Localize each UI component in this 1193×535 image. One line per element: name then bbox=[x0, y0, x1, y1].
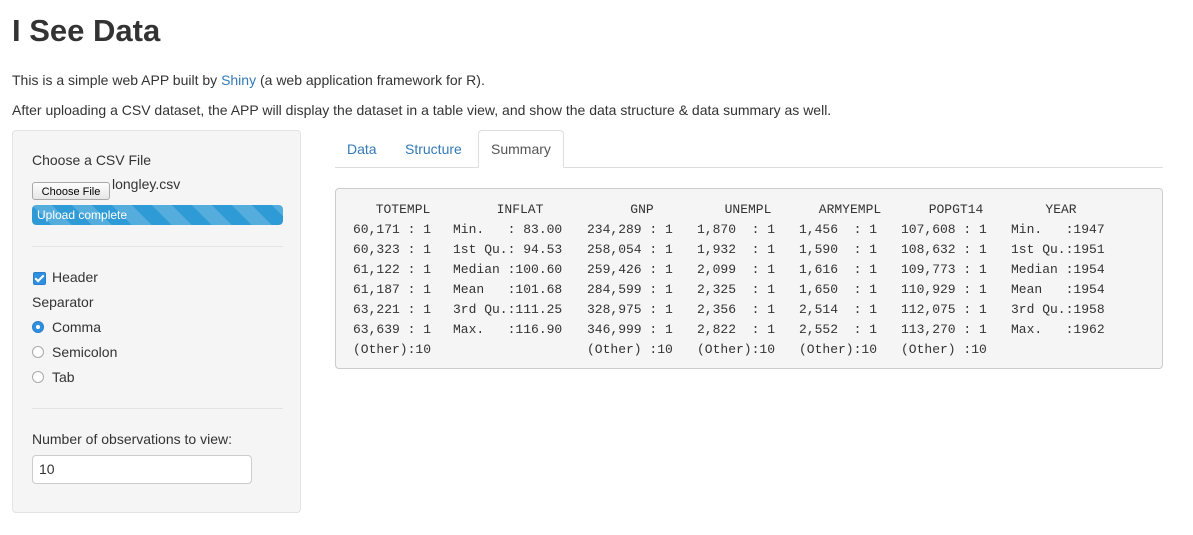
summary-column-header: YEAR bbox=[1045, 202, 1077, 217]
separator-label: Separator bbox=[32, 294, 94, 310]
summary-column-header: POPGT14 bbox=[928, 202, 984, 217]
summary-cell: 108,632 : 1 bbox=[901, 242, 987, 257]
summary-cell: 346,999 : 1 bbox=[587, 322, 673, 337]
shiny-link[interactable]: Shiny bbox=[221, 72, 257, 88]
summary-header-row: TOTEMPL INFLAT GNP UNEMPL ARMYEMPL POPGT14 YEA… bbox=[353, 200, 1111, 220]
summary-cell: Min. :1947 bbox=[1011, 222, 1105, 237]
upload-progress: Upload complete bbox=[32, 205, 283, 225]
summary-column-header: INFLAT bbox=[496, 202, 544, 217]
separator-comma-label: Comma bbox=[52, 319, 102, 335]
summary-output: TOTEMPL INFLAT GNP UNEMPL ARMYEMPL POPGT14 YEA… bbox=[335, 188, 1163, 369]
divider bbox=[32, 408, 283, 409]
summary-row: (Other):10 (Other) :10 (Other):10 (Other):1… bbox=[353, 340, 1111, 360]
summary-cell: 2,822 : 1 bbox=[697, 322, 776, 337]
upload-status: Upload complete bbox=[37, 208, 128, 222]
summary-row: 61,187 : 1 Mean :101.68 284,599 : 1 2,325 :… bbox=[353, 280, 1111, 300]
summary-cell: 63,639 : 1 bbox=[353, 322, 432, 337]
separator-comma-radio[interactable] bbox=[32, 321, 44, 333]
summary-cell: 2,552 : 1 bbox=[799, 322, 878, 337]
obs-label: Number of observations to view: bbox=[32, 431, 232, 447]
separator-semicolon-label: Semicolon bbox=[52, 344, 118, 360]
summary-cell: 61,187 : 1 bbox=[353, 282, 432, 297]
summary-column-header: ARMYEMPL bbox=[818, 202, 882, 217]
tab-summary[interactable]: Summary bbox=[478, 130, 564, 168]
summary-cell: Mean :1954 bbox=[1011, 282, 1105, 297]
summary-cell: 2,514 : 1 bbox=[799, 302, 878, 317]
summary-cell: (Other):10 bbox=[353, 342, 432, 357]
summary-cell: 112,075 : 1 bbox=[901, 302, 987, 317]
intro-prefix: This is a simple web APP built by bbox=[12, 72, 222, 88]
summary-column-header: GNP bbox=[630, 202, 654, 217]
summary-cell: 60,323 : 1 bbox=[353, 242, 432, 257]
summary-cell: 1,590 : 1 bbox=[799, 242, 878, 257]
summary-cell: 2,356 : 1 bbox=[697, 302, 776, 317]
summary-cell: 63,221 : 1 bbox=[353, 302, 432, 317]
summary-cell: 113,270 : 1 bbox=[901, 322, 987, 337]
summary-cell: 1,870 : 1 bbox=[697, 222, 776, 237]
page-title: I See Data bbox=[12, 13, 161, 48]
summary-cell: 61,122 : 1 bbox=[353, 262, 432, 277]
summary-cell: (Other):10 bbox=[799, 342, 878, 357]
summary-cell: 1,616 : 1 bbox=[799, 262, 878, 277]
summary-cell: Median :1954 bbox=[1011, 262, 1105, 277]
summary-cell: 107,608 : 1 bbox=[901, 222, 987, 237]
summary-cell: (Other):10 bbox=[697, 342, 776, 357]
summary-row: 60,323 : 1 1st Qu.: 94.53 258,054 : 1 1,932… bbox=[353, 240, 1111, 260]
upload-progress-bar bbox=[32, 205, 283, 225]
summary-cell: 1st Qu.:1951 bbox=[1011, 242, 1105, 257]
summary-cell: 328,975 : 1 bbox=[587, 302, 673, 317]
summary-cell: 109,773 : 1 bbox=[901, 262, 987, 277]
summary-cell: 284,599 : 1 bbox=[587, 282, 673, 297]
summary-column-header: TOTEMPL bbox=[375, 202, 431, 217]
summary-cell: 2,325 : 1 bbox=[697, 282, 776, 297]
separator-tab-radio[interactable] bbox=[32, 371, 44, 383]
summary-cell: 234,289 : 1 bbox=[587, 222, 673, 237]
summary-cell: Min. : 83.00 bbox=[453, 222, 563, 237]
header-label: Header bbox=[52, 269, 98, 285]
description-text: After uploading a CSV dataset, the APP w… bbox=[12, 102, 832, 118]
separator-tab-label: Tab bbox=[52, 369, 75, 385]
intro-suffix: (a web application framework for R). bbox=[256, 72, 485, 88]
summary-cell: (Other) :10 bbox=[901, 342, 987, 357]
summary-cell: 1,932 : 1 bbox=[697, 242, 776, 257]
summary-row: 63,639 : 1 Max. :116.90 346,999 : 1 2,822 :… bbox=[353, 320, 1111, 340]
summary-cell: 110,929 : 1 bbox=[901, 282, 987, 297]
summary-cell: 1,650 : 1 bbox=[799, 282, 878, 297]
tab-data[interactable]: Data bbox=[347, 141, 377, 157]
summary-cell: 1,456 : 1 bbox=[799, 222, 878, 237]
summary-row: 63,221 : 1 3rd Qu.:111.25 328,975 : 1 2,356… bbox=[353, 300, 1111, 320]
choose-file-button[interactable]: Choose File bbox=[32, 182, 110, 200]
tab-structure[interactable]: Structure bbox=[405, 141, 462, 157]
obs-number-input[interactable]: 10 bbox=[32, 455, 252, 484]
summary-column-header: UNEMPL bbox=[724, 202, 772, 217]
summary-cell: 1st Qu.: 94.53 bbox=[453, 242, 563, 257]
header-checkbox[interactable] bbox=[33, 272, 46, 285]
summary-cell bbox=[453, 340, 587, 360]
summary-cell: Median :100.60 bbox=[453, 262, 563, 277]
selected-file-name: longley.csv bbox=[112, 176, 181, 192]
summary-cell: 60,171 : 1 bbox=[353, 222, 432, 237]
tab-bar: Data Structure Summary bbox=[335, 130, 1163, 168]
intro-text: This is a simple web APP built by Shiny … bbox=[12, 70, 485, 90]
summary-cell: 258,054 : 1 bbox=[587, 242, 673, 257]
summary-cell bbox=[1011, 340, 1111, 360]
summary-cell: 3rd Qu.:111.25 bbox=[453, 302, 563, 317]
summary-row: 60,171 : 1 Min. : 83.00 234,289 : 1 1,870 :… bbox=[353, 220, 1111, 240]
sidebar-panel: Choose a CSV File Choose File longley.cs… bbox=[12, 130, 301, 513]
file-input-label: Choose a CSV File bbox=[32, 152, 152, 168]
divider bbox=[32, 246, 283, 247]
summary-cell: Max. :116.90 bbox=[453, 322, 563, 337]
summary-cell: 3rd Qu.:1958 bbox=[1011, 302, 1105, 317]
summary-cell: Max. :1962 bbox=[1011, 322, 1105, 337]
separator-semicolon-radio[interactable] bbox=[32, 346, 44, 358]
summary-cell: 259,426 : 1 bbox=[587, 262, 673, 277]
summary-cell: 2,099 : 1 bbox=[697, 262, 776, 277]
summary-row: 61,122 : 1 Median :100.60 259,426 : 1 2,099… bbox=[353, 260, 1111, 280]
summary-cell: Mean :101.68 bbox=[453, 282, 563, 297]
summary-table: TOTEMPL INFLAT GNP UNEMPL ARMYEMPL POPGT14 YEA… bbox=[353, 200, 1111, 360]
summary-cell: (Other) :10 bbox=[587, 342, 673, 357]
